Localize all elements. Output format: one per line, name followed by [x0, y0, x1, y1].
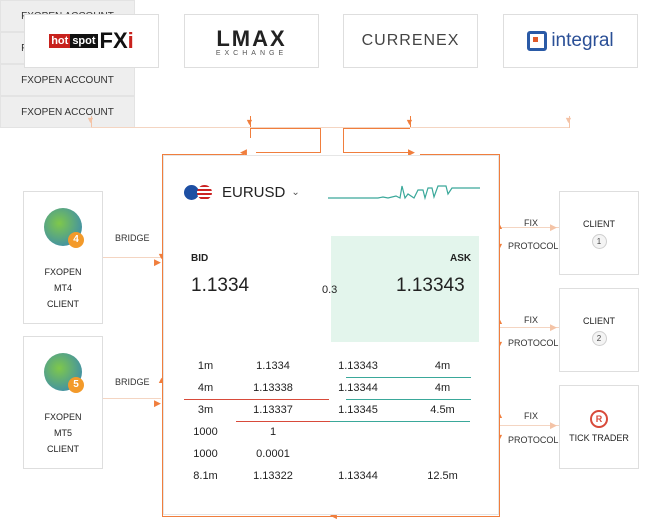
bridge-label: BRIDGE: [115, 377, 150, 387]
order-book-bid-vol: 4m: [197, 382, 214, 394]
metatrader-5-icon: 5: [44, 353, 84, 393]
us-flag-icon: [197, 185, 212, 200]
order-book-ask: 1.13344: [338, 382, 378, 394]
fix-label: FIX: [524, 218, 539, 228]
tick-trader-icon: R: [590, 410, 608, 428]
fix-label: FIX: [524, 411, 539, 421]
currenex-logo: CURRENEX: [343, 14, 478, 68]
order-book-bid-vol: 1m: [197, 360, 214, 372]
chevron-down-icon: ⌄: [291, 187, 300, 198]
order-book-row: 1m 1.1334 1.13343 4m: [178, 355, 482, 377]
order-book-bid: 1.13322: [253, 470, 293, 482]
client-number-badge: 1: [591, 234, 607, 249]
order-book-bid: 1: [269, 426, 277, 438]
cube-icon: [527, 31, 548, 51]
order-book-ask-vol: 4.5m: [430, 404, 455, 416]
bridge-label: BRIDGE: [115, 233, 150, 243]
ask-level-line: [346, 377, 471, 378]
lmax-logo: LMAX EXCHANGE: [184, 14, 319, 68]
order-book-bid: 0.0001: [256, 448, 290, 460]
order-book-row: 8.1m 1.13322 1.13344 12.5m: [178, 465, 482, 487]
integral-logo: integral: [503, 14, 638, 68]
order-book-ask: 1.13344: [338, 470, 378, 482]
bid-label: BID: [191, 253, 209, 264]
mt4-client-card: 4 FXOPEN MT4 CLIENT: [23, 191, 103, 324]
spread-value: 0.3: [322, 284, 338, 296]
order-book-bid-vol: 1000: [193, 448, 218, 460]
provider-account-label: FXOPEN ACCOUNT: [0, 64, 135, 96]
metatrader-4-icon: 4: [44, 208, 84, 248]
ask-level-line: [346, 399, 471, 400]
protocol-label: PROTOCOL: [508, 241, 559, 251]
provider-account-label: FXOPEN ACCOUNT: [0, 96, 135, 128]
order-book-table: 1m 1.1334 1.13343 4m 4m 1.13338 1.13344 4m 3m 1.1…: [178, 355, 482, 487]
order-book-row: 1000 1: [178, 421, 482, 443]
symbol-selector[interactable]: EURUSD ⌄: [184, 184, 300, 201]
client-number-badge: 2: [591, 331, 607, 346]
order-book-bid: 1.1334: [256, 360, 290, 372]
fix-label: FIX: [524, 315, 539, 325]
ask-panel: [331, 236, 479, 342]
order-book-bid: 1.13338: [253, 382, 293, 394]
symbol-name: EURUSD: [222, 184, 286, 201]
order-book-ask-vol: [403, 421, 482, 443]
hotspot-logo: hot spot FX i: [24, 14, 159, 68]
order-book-ask-vol: 4m: [434, 360, 451, 372]
eu-flag-icon: [184, 185, 199, 200]
protocol-label: PROTOCOL: [508, 435, 559, 445]
ask-price[interactable]: 1.13343: [396, 275, 465, 296]
order-book-ask: 1.13345: [338, 404, 378, 416]
protocol-label: PROTOCOL: [508, 338, 559, 348]
order-book-ask-vol: [403, 443, 482, 465]
order-book-ask: [313, 421, 403, 443]
ask-level-line: [330, 421, 470, 422]
ask-label: ASK: [450, 253, 472, 264]
order-book-bid-vol: 8.1m: [193, 470, 218, 482]
order-book-row: 4m 1.13338 1.13344 4m: [178, 377, 482, 399]
bid-level-line: [184, 399, 329, 400]
mt5-client-card: 5 FXOPEN MT5 CLIENT: [23, 336, 103, 469]
order-book-ask-vol: 12.5m: [427, 470, 458, 482]
order-book-ask: 1.13343: [338, 360, 378, 372]
order-book-row: 1000 0.0001: [178, 443, 482, 465]
client-2-card: CLIENT 2: [559, 288, 639, 372]
bid-level-line: [236, 421, 330, 422]
order-book-ask: [313, 443, 403, 465]
price-sparkline: [328, 185, 480, 201]
tick-trader-card: R TICK TRADER: [559, 385, 639, 469]
order-book-bid: 1.13337: [253, 404, 293, 416]
order-book-bid-vol: 1000: [193, 426, 218, 438]
bid-price[interactable]: 1.1334: [191, 275, 250, 296]
order-book-bid-vol: 3m: [197, 404, 214, 416]
order-book-ask-vol: 4m: [434, 382, 451, 394]
client-1-card: CLIENT 1: [559, 191, 639, 275]
order-book-row: 3m 1.13337 1.13345 4.5m: [178, 399, 482, 421]
